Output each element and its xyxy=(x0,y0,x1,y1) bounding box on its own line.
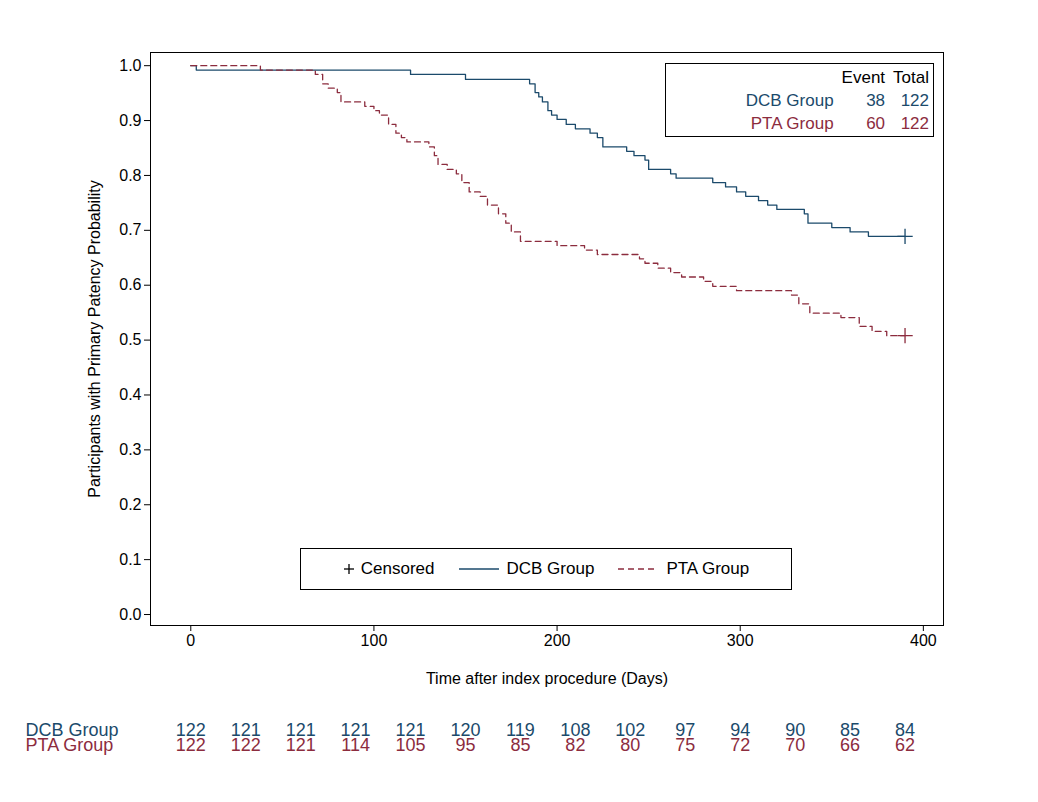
svg-text:119: 119 xyxy=(506,720,535,741)
html-text:PTA Group: PTA Group xyxy=(750,114,834,133)
svg-text:122: 122 xyxy=(175,720,206,741)
svg-text:0: 0 xyxy=(186,632,195,649)
svg-text:0.2: 0.2 xyxy=(119,496,141,513)
svg-text:100: 100 xyxy=(361,632,388,649)
svg-text:300: 300 xyxy=(727,632,754,649)
html-text:60: 60 xyxy=(866,114,886,133)
svg-text:85: 85 xyxy=(840,720,861,741)
html-text:DCB Group: DCB Group xyxy=(745,91,834,110)
svg-text:0.7: 0.7 xyxy=(119,221,141,238)
svg-text:82: 82 xyxy=(565,735,585,755)
svg-text:90: 90 xyxy=(785,720,806,741)
svg-text:85: 85 xyxy=(510,735,530,755)
svg-text:0.1: 0.1 xyxy=(119,551,141,568)
svg-text:108: 108 xyxy=(560,720,591,741)
html-text:122: 122 xyxy=(900,91,929,110)
svg-text:72: 72 xyxy=(730,735,750,755)
html-text:Total: Total xyxy=(893,68,929,87)
svg-text:114: 114 xyxy=(341,735,370,755)
svg-text:105: 105 xyxy=(396,735,426,755)
svg-text:Participants with Primary Pate: Participants with Primary Patency Probab… xyxy=(86,180,103,497)
svg-text:121: 121 xyxy=(285,720,316,741)
svg-text:122: 122 xyxy=(176,735,206,755)
html-text:Censored: Censored xyxy=(360,559,435,578)
svg-text:121: 121 xyxy=(230,720,261,741)
svg-text:0.3: 0.3 xyxy=(119,441,141,458)
svg-text:1.0: 1.0 xyxy=(119,57,141,74)
svg-text:102: 102 xyxy=(615,720,646,741)
svg-text:122: 122 xyxy=(231,735,261,755)
svg-text:0.4: 0.4 xyxy=(119,386,141,403)
svg-text:0.9: 0.9 xyxy=(119,112,141,129)
svg-text:0.5: 0.5 xyxy=(119,331,141,348)
svg-text:97: 97 xyxy=(675,720,696,741)
svg-text:DCB Group: DCB Group xyxy=(25,720,119,741)
html-text:Event: Event xyxy=(841,68,886,87)
svg-text:120: 120 xyxy=(450,720,481,741)
svg-text:95: 95 xyxy=(455,735,475,755)
html-text:PTA Group: PTA Group xyxy=(666,559,750,578)
svg-text:0.8: 0.8 xyxy=(119,167,141,184)
svg-text:0.6: 0.6 xyxy=(119,276,141,293)
svg-text:400: 400 xyxy=(910,632,937,649)
svg-text:0.0: 0.0 xyxy=(119,606,141,623)
html-text:38: 38 xyxy=(866,91,886,110)
svg-text:75: 75 xyxy=(675,735,695,755)
svg-text:66: 66 xyxy=(840,735,860,755)
svg-text:121: 121 xyxy=(286,735,316,755)
svg-text:PTA Group: PTA Group xyxy=(26,735,114,755)
svg-text:80: 80 xyxy=(620,735,640,755)
svg-text:70: 70 xyxy=(785,735,805,755)
svg-text:84: 84 xyxy=(895,720,916,741)
svg-text:62: 62 xyxy=(895,735,915,755)
svg-text:121: 121 xyxy=(395,720,426,741)
svg-text:121: 121 xyxy=(340,720,371,741)
svg-text:94: 94 xyxy=(730,720,751,741)
svg-text:Time after index procedure (Da: Time after index procedure (Days) xyxy=(426,670,668,687)
html-text:DCB Group: DCB Group xyxy=(506,559,595,578)
html-text:122: 122 xyxy=(900,114,929,133)
svg-text:200: 200 xyxy=(544,632,571,649)
